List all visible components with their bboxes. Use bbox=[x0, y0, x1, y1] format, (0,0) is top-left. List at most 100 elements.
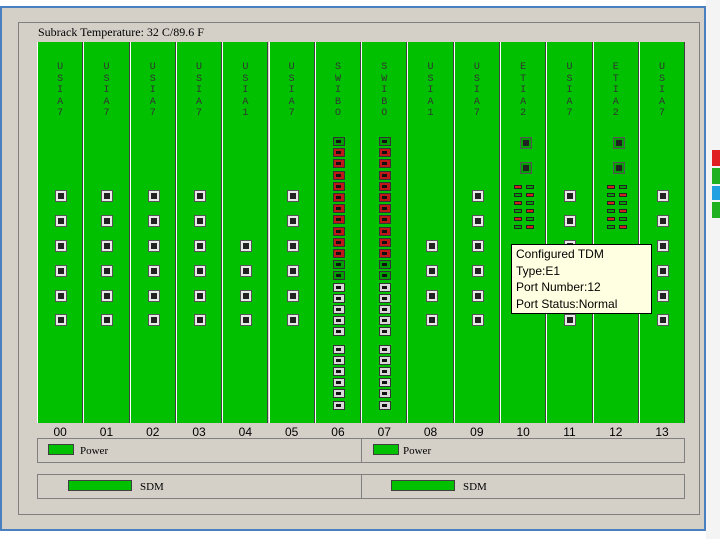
slot[interactable]: USIA7 bbox=[268, 42, 315, 423]
port[interactable] bbox=[425, 314, 438, 326]
slot[interactable]: ETIA2 bbox=[500, 42, 547, 423]
port[interactable] bbox=[147, 215, 160, 227]
port[interactable] bbox=[606, 185, 615, 189]
port[interactable] bbox=[606, 201, 615, 205]
port[interactable] bbox=[618, 201, 627, 205]
port[interactable] bbox=[612, 137, 625, 149]
port[interactable] bbox=[332, 400, 345, 410]
slot[interactable]: USIA7 bbox=[638, 42, 686, 423]
slot[interactable]: SWIBO bbox=[361, 42, 408, 423]
port[interactable] bbox=[332, 193, 345, 202]
port[interactable] bbox=[526, 201, 535, 205]
port[interactable] bbox=[332, 137, 345, 146]
port[interactable] bbox=[101, 265, 114, 277]
port[interactable] bbox=[425, 265, 438, 277]
slot[interactable]: ETIA2 bbox=[592, 42, 639, 423]
port[interactable] bbox=[55, 240, 68, 252]
port[interactable] bbox=[379, 204, 392, 214]
port[interactable] bbox=[379, 367, 392, 376]
port[interactable] bbox=[147, 190, 160, 202]
port[interactable] bbox=[379, 293, 392, 303]
port[interactable] bbox=[471, 240, 484, 252]
port[interactable] bbox=[101, 240, 114, 252]
port[interactable] bbox=[526, 225, 535, 229]
port[interactable] bbox=[564, 314, 577, 326]
port[interactable] bbox=[286, 290, 299, 302]
port[interactable] bbox=[379, 271, 392, 281]
port[interactable] bbox=[332, 181, 345, 191]
port[interactable] bbox=[286, 215, 299, 227]
port[interactable] bbox=[240, 290, 253, 302]
port[interactable] bbox=[514, 185, 523, 189]
port[interactable] bbox=[332, 226, 345, 236]
port[interactable] bbox=[286, 240, 299, 252]
port[interactable] bbox=[332, 355, 345, 365]
port[interactable] bbox=[332, 249, 345, 258]
port[interactable] bbox=[612, 162, 625, 174]
port[interactable] bbox=[194, 215, 207, 227]
port[interactable] bbox=[379, 193, 392, 202]
port[interactable] bbox=[379, 355, 392, 365]
port[interactable] bbox=[526, 209, 535, 213]
port[interactable] bbox=[194, 240, 207, 252]
port[interactable] bbox=[657, 290, 670, 302]
port[interactable] bbox=[101, 190, 114, 202]
port[interactable] bbox=[471, 290, 484, 302]
port[interactable] bbox=[379, 305, 392, 314]
port[interactable] bbox=[286, 265, 299, 277]
port[interactable] bbox=[657, 215, 670, 227]
port[interactable] bbox=[147, 290, 160, 302]
port[interactable] bbox=[471, 215, 484, 227]
port[interactable] bbox=[194, 290, 207, 302]
port[interactable] bbox=[101, 215, 114, 227]
port[interactable] bbox=[471, 265, 484, 277]
port[interactable] bbox=[55, 314, 68, 326]
port[interactable] bbox=[657, 314, 670, 326]
port[interactable] bbox=[526, 185, 535, 189]
port[interactable] bbox=[286, 190, 299, 202]
slot[interactable]: USIA7 bbox=[175, 42, 223, 423]
port[interactable] bbox=[332, 305, 345, 314]
port[interactable] bbox=[240, 314, 253, 326]
port[interactable] bbox=[606, 209, 615, 213]
port[interactable] bbox=[564, 190, 577, 202]
slot[interactable]: SWIBO bbox=[314, 42, 362, 423]
port[interactable] bbox=[379, 282, 392, 292]
slot[interactable]: USIA7 bbox=[453, 42, 500, 423]
port[interactable] bbox=[514, 209, 523, 213]
port[interactable] bbox=[425, 290, 438, 302]
port[interactable] bbox=[526, 217, 535, 221]
port[interactable] bbox=[332, 170, 345, 180]
port[interactable] bbox=[526, 193, 535, 197]
port[interactable] bbox=[657, 190, 670, 202]
port[interactable] bbox=[379, 170, 392, 180]
port[interactable] bbox=[55, 290, 68, 302]
port[interactable] bbox=[332, 378, 345, 388]
port[interactable] bbox=[379, 226, 392, 236]
port[interactable] bbox=[101, 314, 114, 326]
port[interactable] bbox=[471, 314, 484, 326]
port[interactable] bbox=[514, 217, 523, 221]
port[interactable] bbox=[194, 265, 207, 277]
port[interactable] bbox=[618, 225, 627, 229]
port[interactable] bbox=[657, 240, 670, 252]
port[interactable] bbox=[332, 204, 345, 214]
port[interactable] bbox=[425, 240, 438, 252]
port[interactable] bbox=[379, 378, 392, 388]
slot[interactable]: USIA7 bbox=[129, 42, 176, 423]
port[interactable] bbox=[514, 201, 523, 205]
slot[interactable]: USIA7 bbox=[546, 42, 593, 423]
port[interactable] bbox=[520, 137, 533, 149]
port[interactable] bbox=[379, 181, 392, 191]
slot[interactable]: USIA7 bbox=[83, 42, 130, 423]
port[interactable] bbox=[332, 282, 345, 292]
port[interactable] bbox=[618, 193, 627, 197]
port[interactable] bbox=[520, 162, 533, 174]
port[interactable] bbox=[332, 159, 345, 169]
port[interactable] bbox=[606, 225, 615, 229]
port[interactable] bbox=[332, 316, 345, 326]
port[interactable] bbox=[332, 344, 345, 354]
port[interactable] bbox=[101, 290, 114, 302]
port[interactable] bbox=[379, 260, 392, 270]
port[interactable] bbox=[240, 240, 253, 252]
